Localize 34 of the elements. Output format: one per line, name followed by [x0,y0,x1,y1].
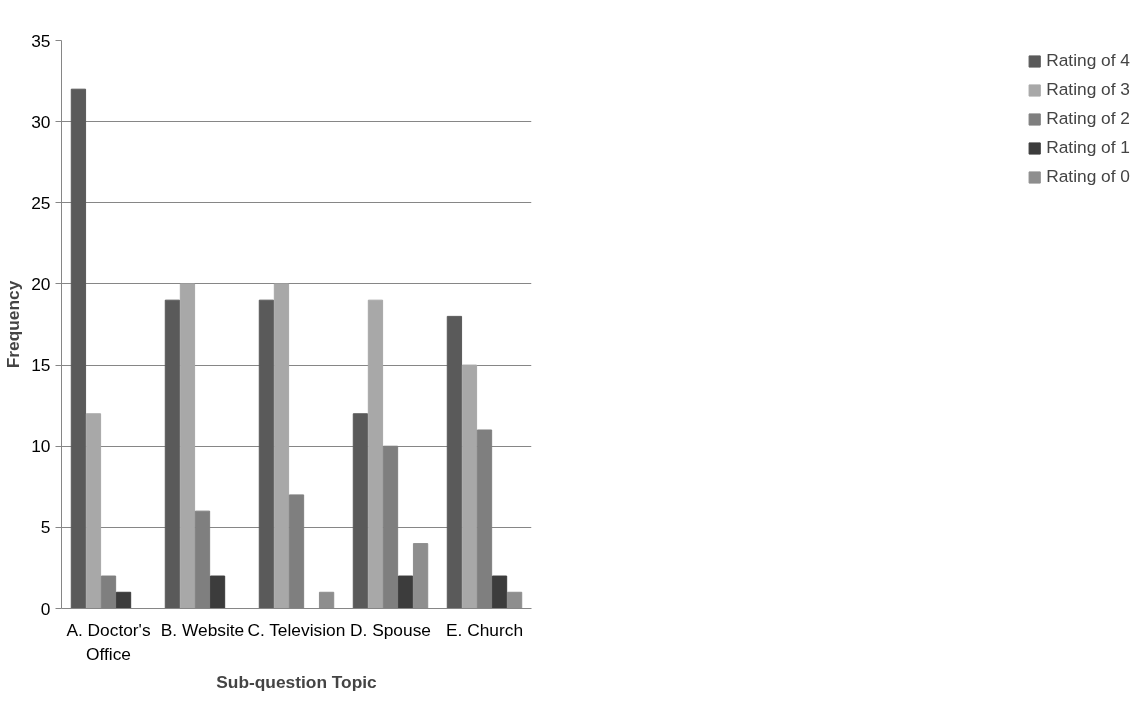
bar [397,575,414,609]
bar [491,575,508,609]
x-axis-title: Sub-question Topic [216,671,378,692]
legend-label: Rating of 3 [1046,79,1130,100]
y-axis-title: Frequency [3,280,24,369]
y-tick-label: 10 [31,436,51,457]
legend-label: Rating of 4 [1046,50,1130,71]
y-tick-label: 35 [31,30,51,51]
bar [85,413,102,609]
bar [446,315,463,609]
y-tick-label: 5 [40,517,51,538]
legend-label: Rating of 0 [1046,166,1130,187]
bar [115,591,132,609]
bar [258,299,275,609]
legend-label: Rating of 1 [1046,137,1130,158]
bar [164,299,181,609]
y-tick-label: 30 [31,111,51,132]
x-tick-label: B. Website [160,619,245,640]
y-tick-label: 25 [31,192,51,213]
bar [352,413,369,609]
x-tick-label: C. Television [247,619,346,640]
bar [367,299,384,609]
x-tick-label: E. Church [445,619,524,640]
bar [461,364,478,609]
bar [273,283,290,609]
bar [179,283,196,609]
y-tick-label: 15 [31,355,51,376]
y-tick-label: 0 [40,598,51,619]
legend-label: Rating of 2 [1046,108,1130,129]
x-tick-label: D. Spouse [350,619,431,640]
bar [70,88,87,609]
bar [209,575,226,609]
y-tick-label: 20 [31,273,51,294]
x-tick-label: A. Doctor's Office [66,619,151,664]
